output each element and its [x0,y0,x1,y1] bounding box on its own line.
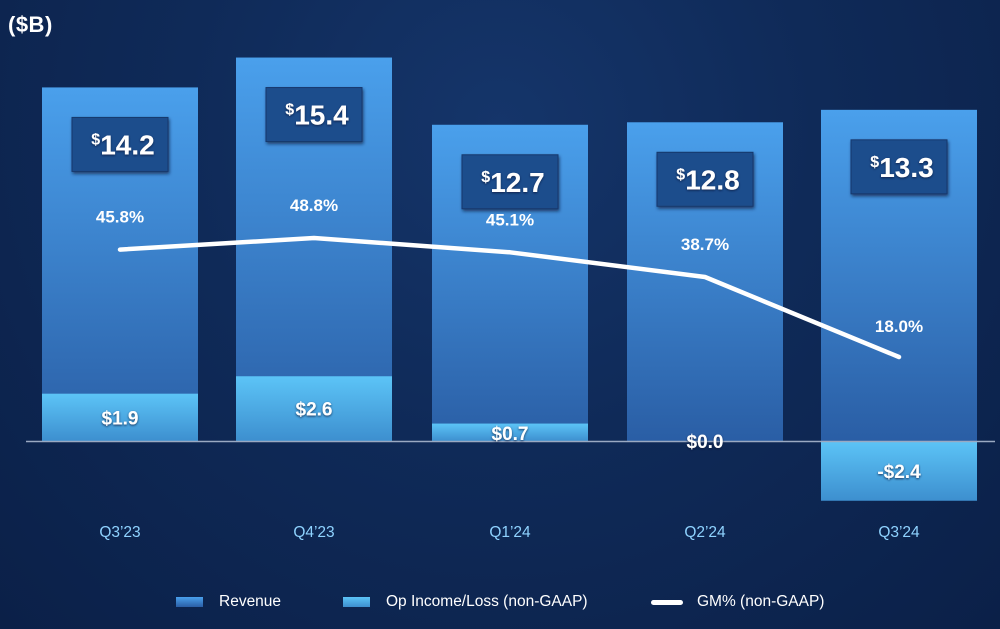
revenue-label: $13.3 [870,152,933,183]
category-label: Q2’24 [684,524,726,541]
revenue-label-box: $13.3 [850,139,948,195]
op-income-label: $0.0 [687,432,724,453]
revenue-label-bg [71,116,169,172]
legend-swatch-revenue [176,597,203,607]
legend-line-gm [651,599,683,605]
op-income-bars [42,376,977,501]
revenue-bars [42,57,977,442]
legend: Revenue Op Income/Loss (non-GAAP) GM% (n… [0,588,1000,616]
legend-label-gm: GM% (non-GAAP) [697,593,825,610]
category-labels: Q3’23 Q4’23 Q1’24 Q2’24 Q3’24 [99,524,920,541]
data-labels: $14.2$15.4$12.7 $12.8$13.345.8%48.8%45.1%… [71,87,948,483]
op-income-bar [821,441,977,501]
revenue-label-box: $12.7 [461,154,559,210]
op-income-label: -$2.4 [877,462,921,483]
revenue-label-box: $14.2 [71,116,169,172]
op-income-label: $1.9 [102,408,139,429]
revenue-label-bg [461,154,559,210]
gm-line-series [117,235,902,360]
revenue-label-bg [850,139,948,195]
revenue-label-prefix: $ [91,131,100,148]
revenue-label: $12.7 [481,167,544,198]
revenue-label-bg [656,151,754,207]
revenue-label-bg [265,87,363,143]
gm-label: 45.8% [96,208,144,227]
category-label: Q3’23 [99,524,140,541]
revenue-label-box: $12.8 [656,151,754,207]
op-income-bar [432,423,588,441]
gm-label: 45.1% [486,210,534,229]
legend-label-revenue: Revenue [219,593,282,610]
revenue-label: $14.2 [91,129,154,160]
category-label: Q1’24 [489,524,531,541]
gm-label: 38.7% [681,235,729,254]
revenue-label-value: 12.8 [685,164,740,195]
gm-label: 48.8% [290,196,338,215]
legend-item-gm: GM% (non-GAAP) [651,588,824,616]
legend-item-op-income: Op Income/Loss (non-GAAP) [343,588,588,616]
legend-swatch-op-income [343,597,370,607]
revenue-label-value: 13.3 [879,152,934,183]
revenue-label-prefix: $ [481,169,490,186]
revenue-label-box: $15.4 [265,87,363,143]
revenue-label: $12.8 [676,164,739,195]
legend-label-op-income: Op Income/Loss (non-GAAP) [386,593,588,610]
gm-label: 18.0% [875,317,923,336]
op-income-label: $0.7 [492,424,529,445]
revenue-label-value: 14.2 [100,129,155,160]
op-income-bar [42,393,198,441]
chart: $14.2$15.4$12.7 $12.8$13.345.8%48.8%45.1%… [26,57,995,541]
revenue-label-value: 15.4 [294,100,349,131]
revenue-label: $15.4 [285,100,349,131]
revenue-label-prefix: $ [676,166,685,183]
legend-item-revenue: Revenue [176,588,281,616]
category-label: Q3’24 [878,524,920,541]
revenue-label-prefix: $ [285,102,294,119]
revenue-label-value: 12.7 [490,167,545,198]
op-income-bar [236,376,392,441]
op-income-label: $2.6 [296,400,333,421]
revenue-label-prefix: $ [870,154,879,171]
category-label: Q4’23 [293,524,334,541]
unit-label: ($B) [8,12,53,37]
